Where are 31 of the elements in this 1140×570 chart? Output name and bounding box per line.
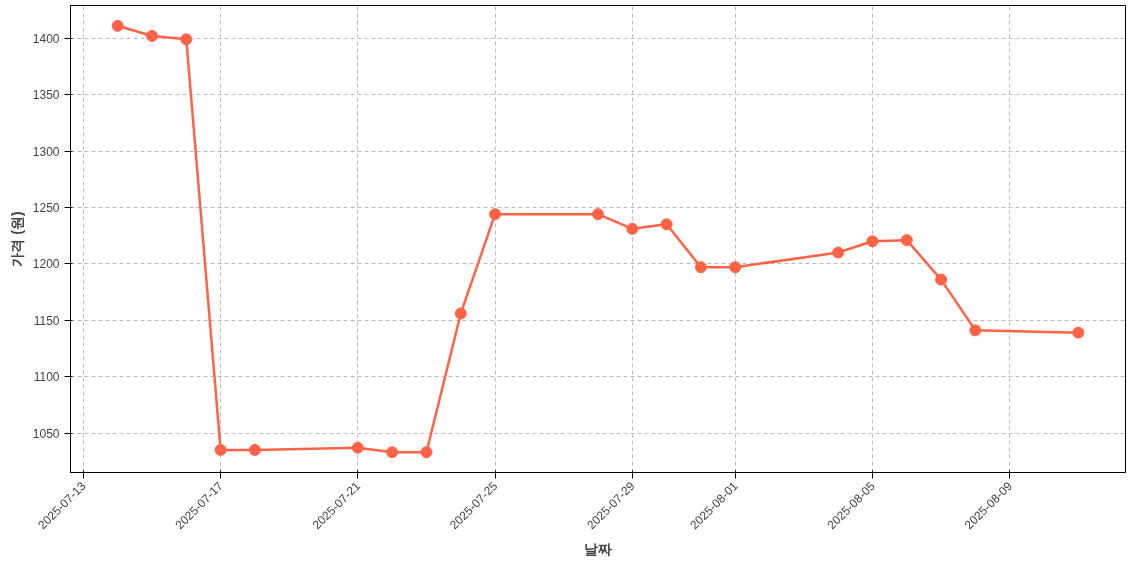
point bbox=[489, 208, 502, 221]
point bbox=[1072, 326, 1085, 339]
point bbox=[420, 446, 433, 459]
point bbox=[351, 441, 364, 454]
point bbox=[832, 246, 845, 259]
point bbox=[935, 273, 948, 286]
point bbox=[454, 307, 467, 320]
point bbox=[969, 324, 982, 337]
y-tick-label: 1300 bbox=[32, 144, 60, 159]
x-axis-title: 날짜 bbox=[584, 541, 612, 558]
point bbox=[111, 19, 124, 32]
y-tick-label: 1350 bbox=[32, 88, 60, 103]
point bbox=[729, 261, 742, 274]
y-tick-label: 1400 bbox=[32, 31, 60, 46]
y-tick-label: 1150 bbox=[33, 313, 60, 328]
point bbox=[900, 234, 913, 247]
point bbox=[694, 261, 707, 274]
point bbox=[145, 29, 158, 42]
point bbox=[866, 235, 879, 248]
y-tick-label: 1100 bbox=[33, 370, 60, 385]
y-tick-label: 1250 bbox=[32, 200, 60, 215]
point bbox=[248, 443, 261, 456]
point bbox=[386, 446, 399, 459]
point bbox=[180, 33, 193, 46]
point bbox=[660, 218, 673, 231]
y-tick-label: 1200 bbox=[32, 257, 60, 272]
point bbox=[592, 208, 604, 221]
y-tick-label: 1050 bbox=[32, 426, 60, 441]
point bbox=[626, 222, 639, 235]
point bbox=[214, 443, 227, 456]
y-axis-title: 가격 (원) bbox=[8, 211, 25, 267]
